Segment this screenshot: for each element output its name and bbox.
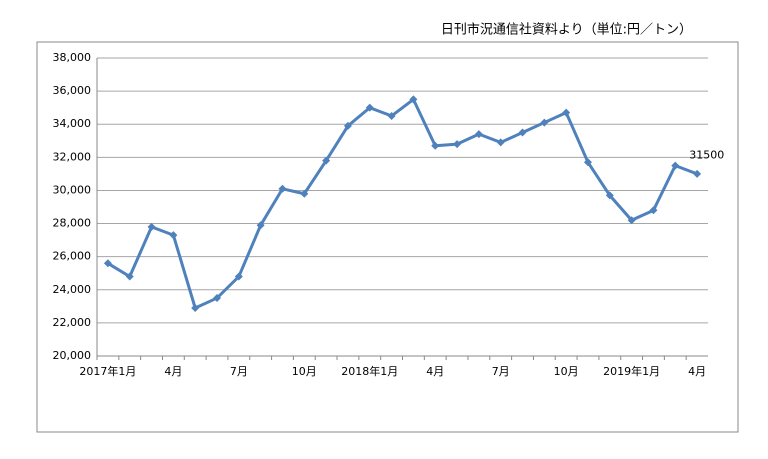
chart-border [36,41,739,433]
x-tick-label: 7月 [230,365,248,378]
marker [562,108,571,117]
marker [147,222,156,231]
marker [103,259,112,268]
y-tick-label: 28,000 [53,217,92,230]
marker [583,158,592,167]
marker [627,216,636,225]
x-tick-label: 4月 [688,365,706,378]
marker [343,121,352,130]
y-tick-label: 32,000 [53,150,92,163]
y-tick-label: 26,000 [53,250,92,263]
x-tick-label: 10月 [554,365,579,378]
y-tick-label: 38,000 [53,51,92,64]
marker [409,95,418,104]
y-tick-label: 30,000 [53,183,92,196]
y-tick-label: 24,000 [53,283,92,296]
marker [234,272,243,281]
chart-title: 日刊市況通信社資料より（単位:円／トン） [441,22,692,38]
x-tick-label: 4月 [426,365,444,378]
x-tick-label: 2017年1月 [79,364,136,378]
marker [365,103,374,112]
x-tick-label: 10月 [292,365,317,378]
marker [125,272,134,281]
marker [605,191,614,200]
marker [518,128,527,137]
marker [387,111,396,120]
data-label: 31500 [689,149,724,162]
marker [300,189,309,198]
y-tick-label: 22,000 [53,316,92,329]
marker [169,231,178,240]
marker [649,206,658,215]
marker [453,140,462,149]
marker [191,303,200,312]
marker [474,130,483,139]
x-tick-label: 4月 [164,365,182,378]
marker [256,221,265,230]
marker [540,118,549,127]
marker [496,138,505,147]
marker [322,156,331,165]
y-tick-label: 36,000 [53,84,92,97]
marker [693,169,702,178]
y-tick-label: 34,000 [53,117,92,130]
y-tick-label: 20,000 [53,349,92,362]
marker [213,294,222,303]
marker [278,184,287,193]
x-tick-label: 2018年1月 [341,364,398,378]
marker [431,141,440,150]
line [107,97,698,311]
x-tick-label: 7月 [492,365,510,378]
x-tick-label: 2019年1月 [603,364,660,378]
marker [671,161,680,170]
